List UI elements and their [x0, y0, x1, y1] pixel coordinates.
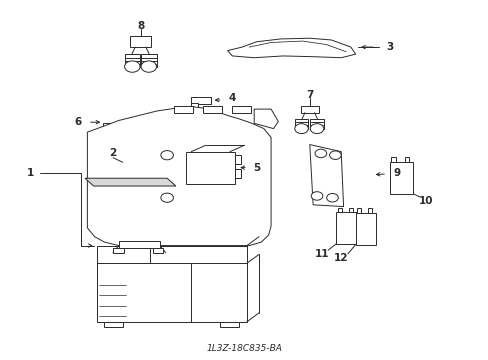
Text: 4: 4 — [228, 94, 236, 103]
Polygon shape — [254, 109, 278, 129]
Bar — [174, 105, 192, 113]
Bar — [130, 36, 151, 47]
Bar — [130, 127, 139, 134]
Bar — [191, 98, 210, 104]
Bar — [355, 213, 375, 244]
Polygon shape — [124, 54, 140, 67]
Bar — [186, 152, 234, 184]
Text: 1: 1 — [27, 168, 34, 178]
Polygon shape — [309, 119, 323, 129]
Bar — [104, 322, 122, 327]
Bar — [234, 169, 240, 178]
Bar — [232, 105, 250, 113]
Bar — [234, 155, 240, 164]
Bar — [119, 241, 160, 248]
Text: 12: 12 — [333, 253, 348, 263]
Polygon shape — [227, 38, 355, 58]
Text: 1L3Z-18C835-BA: 1L3Z-18C835-BA — [206, 344, 282, 353]
Polygon shape — [141, 54, 156, 67]
Bar — [389, 162, 412, 194]
Text: 10: 10 — [418, 196, 432, 206]
Circle shape — [329, 151, 341, 159]
Bar — [348, 208, 352, 212]
Bar — [97, 246, 246, 322]
Bar — [391, 157, 395, 162]
Bar — [337, 208, 341, 212]
Circle shape — [326, 193, 338, 202]
Polygon shape — [87, 107, 270, 246]
Circle shape — [309, 123, 323, 134]
Circle shape — [124, 61, 140, 72]
Polygon shape — [294, 119, 308, 129]
Bar — [105, 127, 114, 134]
Circle shape — [314, 149, 326, 158]
Polygon shape — [85, 178, 176, 186]
Circle shape — [161, 193, 173, 202]
Text: 11: 11 — [314, 249, 328, 260]
Bar — [152, 248, 163, 253]
Bar — [113, 248, 123, 253]
Circle shape — [294, 123, 308, 134]
Bar — [220, 322, 238, 327]
Text: 6: 6 — [74, 117, 81, 126]
Text: 8: 8 — [137, 21, 144, 31]
Text: 9: 9 — [392, 168, 400, 178]
Circle shape — [141, 61, 156, 72]
Text: 2: 2 — [109, 148, 117, 158]
Circle shape — [310, 192, 322, 200]
Text: 5: 5 — [252, 163, 260, 172]
Bar — [404, 157, 408, 162]
Text: 7: 7 — [305, 90, 313, 100]
Bar — [103, 123, 139, 127]
Bar — [118, 127, 126, 134]
Circle shape — [161, 150, 173, 160]
Text: 3: 3 — [385, 42, 392, 52]
Bar — [191, 103, 197, 107]
Bar — [356, 208, 360, 213]
Bar — [367, 208, 371, 213]
Bar — [203, 105, 222, 113]
Bar — [300, 105, 318, 113]
Bar — [336, 212, 356, 244]
Polygon shape — [309, 145, 343, 207]
